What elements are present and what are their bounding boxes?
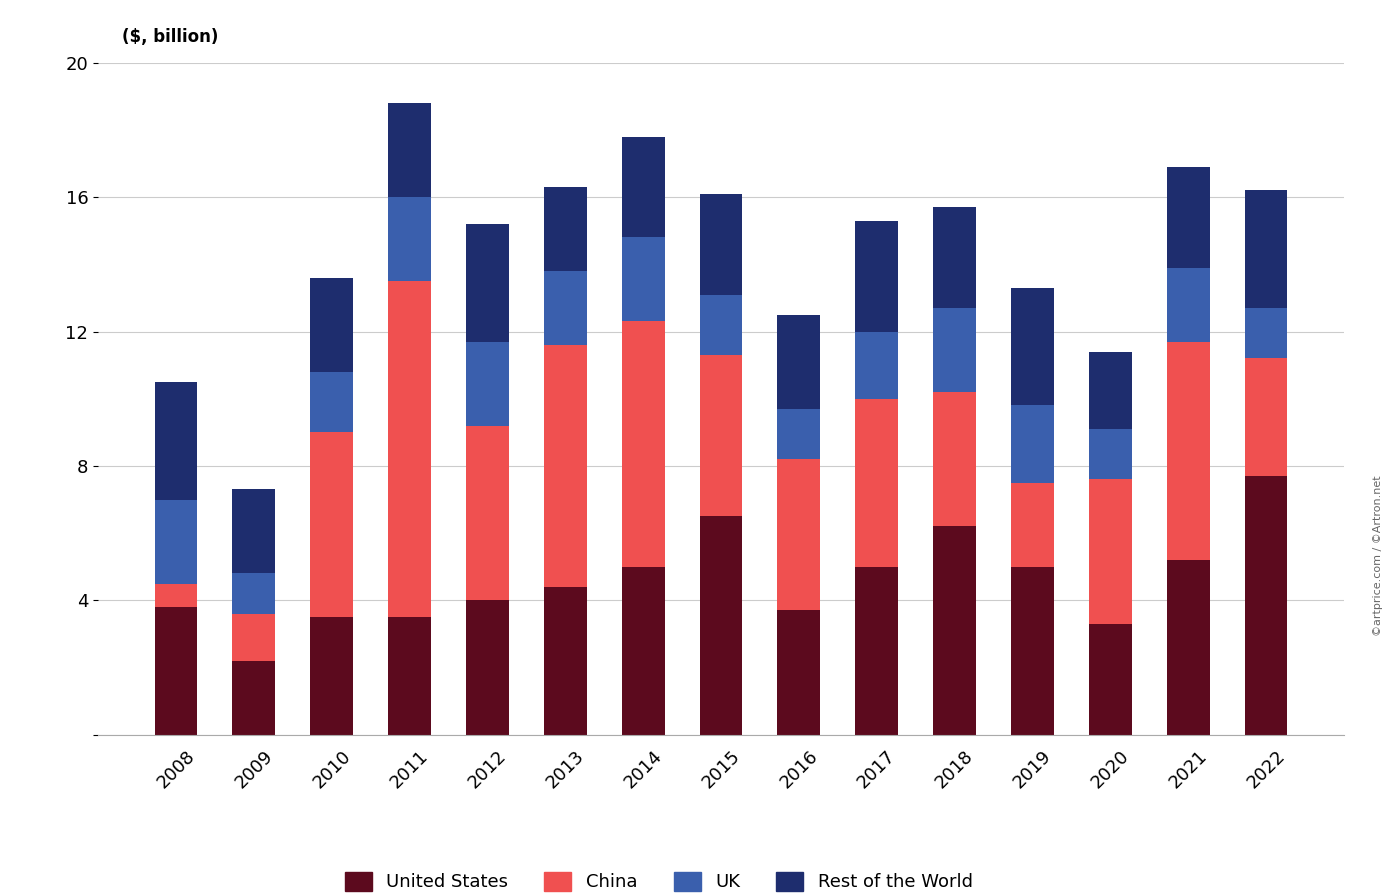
Bar [543, 587, 587, 735]
Bar [1166, 268, 1210, 341]
Bar [466, 224, 508, 341]
Bar [232, 489, 276, 573]
Bar [154, 499, 197, 583]
Bar [311, 372, 353, 432]
Bar [1089, 479, 1131, 624]
Bar [622, 566, 665, 735]
Bar [1011, 483, 1054, 566]
Bar [1166, 167, 1210, 268]
Bar [543, 271, 587, 345]
Bar [934, 207, 976, 308]
Bar [934, 392, 976, 526]
Bar [1245, 308, 1288, 358]
Bar [311, 432, 353, 617]
Text: ($, billion): ($, billion) [122, 28, 218, 46]
Bar [1089, 429, 1131, 479]
Bar [1089, 351, 1131, 429]
Bar [1245, 358, 1288, 476]
Bar [777, 409, 820, 459]
Bar [777, 610, 820, 735]
Bar [1011, 405, 1054, 483]
Bar [1166, 560, 1210, 735]
Bar [1245, 190, 1288, 308]
Bar [388, 617, 431, 735]
Bar [388, 197, 431, 281]
Bar [543, 187, 587, 271]
Legend: United States, China, UK, Rest of the World: United States, China, UK, Rest of the Wo… [336, 863, 981, 896]
Bar [388, 103, 431, 197]
Bar [855, 332, 899, 399]
Bar [466, 600, 508, 735]
Bar [1089, 624, 1131, 735]
Bar [154, 607, 197, 735]
Bar [466, 426, 508, 600]
Bar [388, 281, 431, 617]
Bar [154, 583, 197, 607]
Bar [232, 660, 276, 735]
Bar [1166, 341, 1210, 560]
Bar [777, 459, 820, 610]
Bar [934, 526, 976, 735]
Bar [855, 399, 899, 566]
Bar [855, 220, 899, 332]
Bar [543, 345, 587, 587]
Bar [700, 516, 742, 735]
Bar [700, 194, 742, 295]
Bar [1011, 566, 1054, 735]
Bar [700, 355, 742, 516]
Bar [1011, 288, 1054, 405]
Bar [622, 136, 665, 237]
Bar [934, 308, 976, 392]
Text: ©artprice.com / ©Artron.net: ©artprice.com / ©Artron.net [1373, 475, 1383, 636]
Bar [232, 573, 276, 614]
Bar [622, 322, 665, 566]
Bar [311, 278, 353, 372]
Bar [777, 314, 820, 409]
Bar [466, 341, 508, 426]
Bar [154, 382, 197, 499]
Bar [311, 617, 353, 735]
Bar [622, 237, 665, 322]
Bar [700, 295, 742, 355]
Bar [855, 566, 899, 735]
Bar [232, 614, 276, 660]
Bar [1245, 476, 1288, 735]
